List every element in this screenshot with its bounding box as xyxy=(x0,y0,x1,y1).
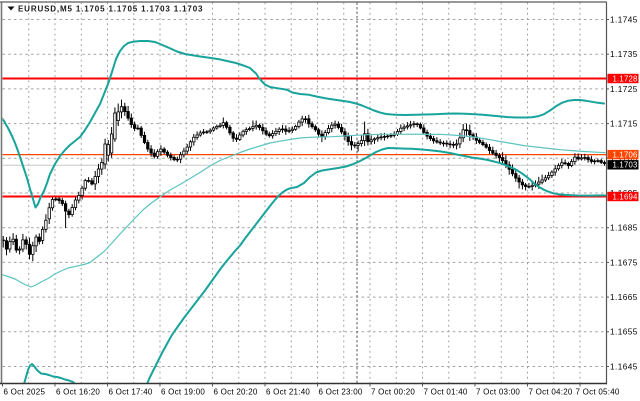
svg-text:6 Oct 21:40: 6 Oct 21:40 xyxy=(266,388,310,397)
svg-text:1.1645: 1.1645 xyxy=(610,362,638,371)
svg-text:6 Oct 2025: 6 Oct 2025 xyxy=(4,388,46,397)
svg-text:1.1675: 1.1675 xyxy=(610,258,638,267)
svg-text:1.1685: 1.1685 xyxy=(610,224,638,233)
svg-text:1.1706: 1.1706 xyxy=(613,151,638,160)
svg-text:1.1715: 1.1715 xyxy=(610,120,638,129)
svg-text:EURUSD,M5 1.1705 1.1705 1.170: EURUSD,M5 1.1705 1.1705 1.1703 1.1703 xyxy=(18,5,203,14)
svg-text:1.1694: 1.1694 xyxy=(613,192,639,201)
svg-text:6 Oct 17:40: 6 Oct 17:40 xyxy=(109,388,153,397)
svg-text:6 Oct 19:00: 6 Oct 19:00 xyxy=(161,388,205,397)
svg-text:1.1655: 1.1655 xyxy=(610,328,638,337)
svg-text:6 Oct 23:00: 6 Oct 23:00 xyxy=(319,388,363,397)
svg-text:6 Oct 16:20: 6 Oct 16:20 xyxy=(56,388,100,397)
svg-text:7 Oct 01:40: 7 Oct 01:40 xyxy=(424,388,468,397)
svg-text:1.1728: 1.1728 xyxy=(613,74,638,83)
svg-text:1.1735: 1.1735 xyxy=(610,50,638,59)
svg-text:1.1745: 1.1745 xyxy=(610,15,638,24)
svg-text:1.1665: 1.1665 xyxy=(610,293,638,302)
svg-text:6 Oct 20:20: 6 Oct 20:20 xyxy=(214,388,258,397)
svg-text:7 Oct 03:00: 7 Oct 03:00 xyxy=(476,388,520,397)
svg-text:7 Oct 04:20: 7 Oct 04:20 xyxy=(529,388,573,397)
svg-text:1.1725: 1.1725 xyxy=(610,85,638,94)
svg-text:1.1703: 1.1703 xyxy=(613,161,638,170)
svg-text:7 Oct 05:40: 7 Oct 05:40 xyxy=(576,388,620,397)
svg-text:7 Oct 00:20: 7 Oct 00:20 xyxy=(371,388,415,397)
